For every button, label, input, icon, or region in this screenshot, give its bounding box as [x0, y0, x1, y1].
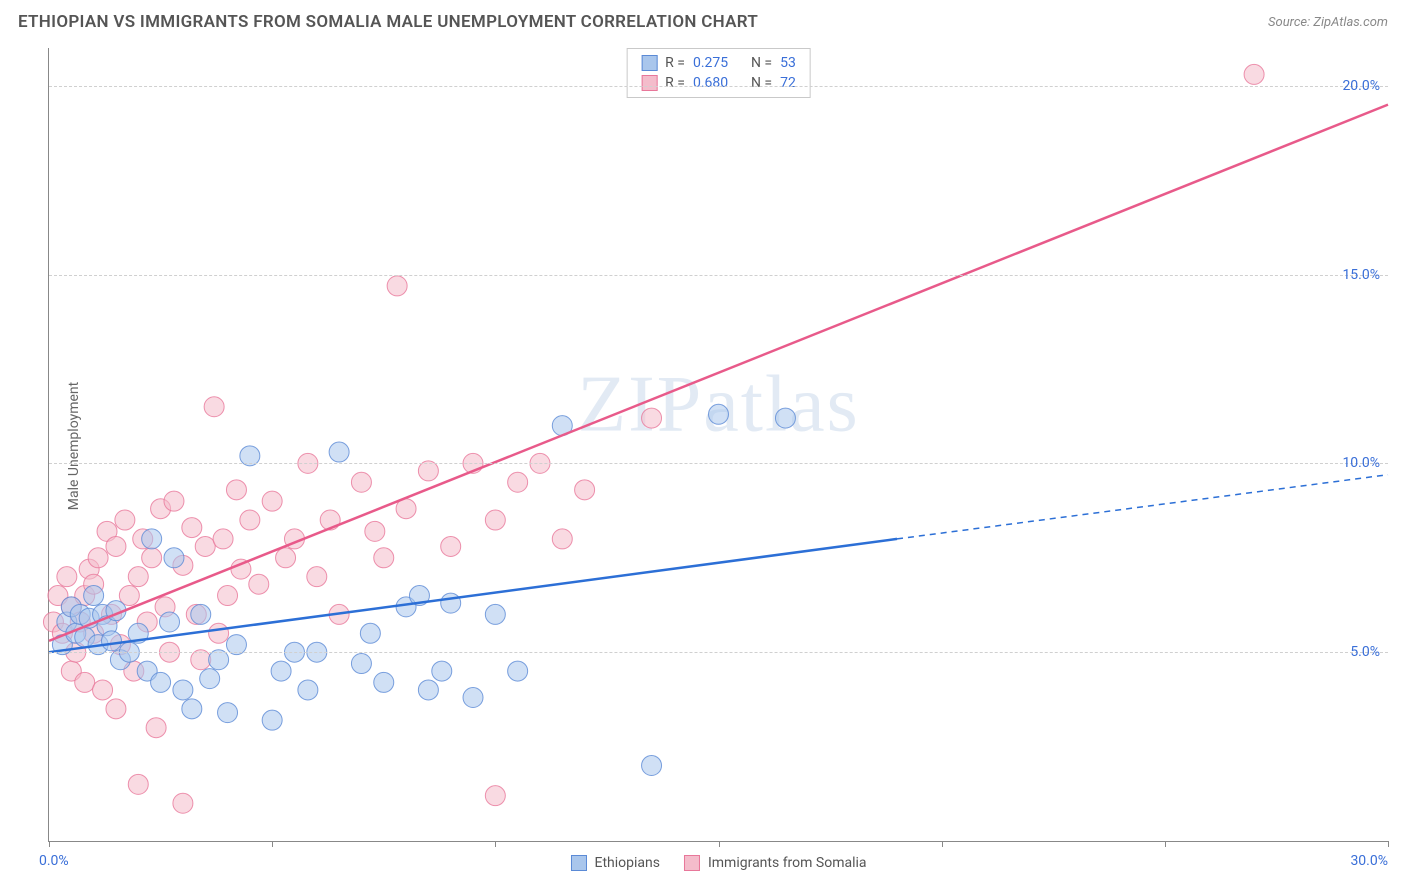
series-legend: Ethiopians Immigrants from Somalia — [570, 855, 866, 871]
r-label: R = — [665, 75, 685, 91]
r-value-blue: 0.275 — [693, 55, 743, 71]
swatch-blue-icon — [641, 55, 657, 71]
n-value-pink: 72 — [780, 75, 796, 91]
y-tick-label: 10.0% — [1342, 455, 1380, 471]
y-tick-label: 5.0% — [1350, 644, 1380, 660]
n-label: N = — [751, 55, 772, 71]
legend-item-pink: Immigrants from Somalia — [684, 855, 867, 871]
stats-row-blue: R = 0.275 N = 53 — [641, 53, 796, 73]
legend-label-blue: Ethiopians — [594, 855, 659, 871]
y-tick-label: 15.0% — [1342, 267, 1380, 283]
r-value-pink: 0.680 — [693, 75, 743, 91]
x-tick-min: 0.0% — [39, 853, 69, 869]
swatch-pink-icon — [684, 855, 700, 871]
stats-legend-box: R = 0.275 N = 53 R = 0.680 N = 72 — [626, 48, 811, 98]
r-label: R = — [665, 55, 685, 71]
legend-item-blue: Ethiopians — [570, 855, 659, 871]
chart-plot-area: ZIPatlas R = 0.275 N = 53 R = 0.680 N = … — [48, 48, 1388, 842]
y-tick-label: 20.0% — [1342, 78, 1380, 94]
n-label: N = — [751, 75, 772, 91]
swatch-blue-icon — [570, 855, 586, 871]
n-value-blue: 53 — [780, 55, 796, 71]
chart-title: ETHIOPIAN VS IMMIGRANTS FROM SOMALIA MAL… — [18, 12, 758, 32]
source-label: Source: ZipAtlas.com — [1268, 15, 1388, 30]
stats-row-pink: R = 0.680 N = 72 — [641, 73, 796, 93]
x-tick-max: 30.0% — [1350, 853, 1388, 869]
legend-label-pink: Immigrants from Somalia — [708, 855, 867, 871]
swatch-pink-icon — [641, 75, 657, 91]
scatter-svg — [49, 48, 1388, 841]
